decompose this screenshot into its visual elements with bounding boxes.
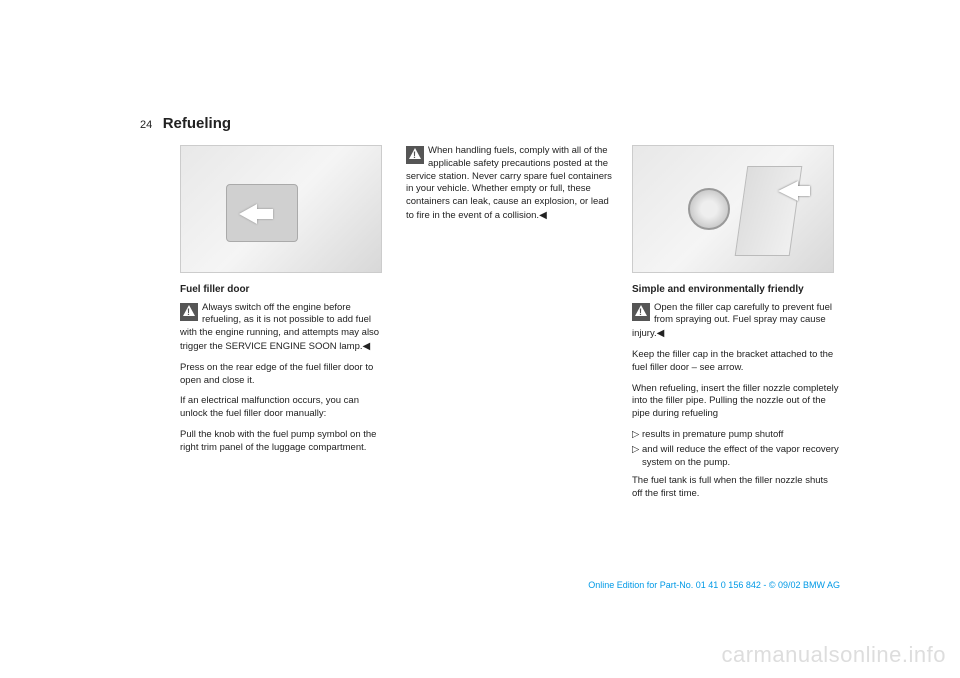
warning-block-1: Always switch off the engine before refu… bbox=[180, 302, 388, 354]
arrow-icon bbox=[239, 204, 257, 224]
warning-icon bbox=[406, 146, 424, 164]
end-mark: ◀ bbox=[657, 328, 665, 339]
bullet-symbol: ▷ bbox=[632, 444, 642, 470]
paragraph: The fuel tank is full when the filler no… bbox=[632, 475, 840, 501]
column-1: Fuel filler door Always switch off the e… bbox=[180, 145, 388, 509]
end-mark: ◀ bbox=[363, 341, 371, 352]
end-mark: ◀ bbox=[539, 210, 547, 221]
bullet-item: ▷ results in premature pump shutoff bbox=[632, 429, 840, 442]
warning-block-2: When handling fuels, comply with all of … bbox=[406, 145, 614, 223]
watermark: carmanualsonline.info bbox=[721, 642, 946, 668]
page-title: Refueling bbox=[163, 115, 231, 132]
bullet-text: results in premature pump shutoff bbox=[642, 429, 783, 442]
arrow-icon bbox=[778, 181, 798, 201]
paragraph: When refueling, insert the filler nozzle… bbox=[632, 383, 840, 421]
bullet-symbol: ▷ bbox=[632, 429, 642, 442]
content-columns: Fuel filler door Always switch off the e… bbox=[180, 145, 840, 509]
manual-page: 24 Refueling Fuel filler door Always swi… bbox=[140, 115, 840, 509]
door-open-shape bbox=[735, 166, 803, 256]
bullet-text: and will reduce the effect of the vapor … bbox=[642, 444, 840, 470]
warning-text: Always switch off the engine before refu… bbox=[180, 302, 379, 352]
fuel-cap-shape bbox=[688, 188, 730, 230]
paragraph: Press on the rear edge of the fuel fille… bbox=[180, 362, 388, 388]
column-2: When handling fuels, comply with all of … bbox=[406, 145, 614, 509]
warning-icon bbox=[180, 303, 198, 321]
page-header: 24 Refueling bbox=[140, 115, 840, 133]
paragraph: If an electrical malfunction occurs, you… bbox=[180, 395, 388, 421]
footer-text: Online Edition for Part-No. 01 41 0 156 … bbox=[588, 580, 840, 590]
warning-icon bbox=[632, 303, 650, 321]
fuel-filler-door-heading: Fuel filler door bbox=[180, 283, 388, 297]
column-3: Simple and environmentally friendly Open… bbox=[632, 145, 840, 509]
bullet-item: ▷ and will reduce the effect of the vapo… bbox=[632, 444, 840, 470]
paragraph: Keep the filler cap in the bracket attac… bbox=[632, 349, 840, 375]
simple-friendly-heading: Simple and environmentally friendly bbox=[632, 283, 840, 297]
paragraph: Pull the knob with the fuel pump symbol … bbox=[180, 429, 388, 455]
page-number: 24 bbox=[140, 119, 152, 131]
warning-block-3: Open the filler cap carefully to prevent… bbox=[632, 302, 840, 341]
warning-text: When handling fuels, comply with all of … bbox=[406, 145, 612, 221]
fuel-door-illustration bbox=[180, 145, 382, 273]
fuel-cap-illustration bbox=[632, 145, 834, 273]
